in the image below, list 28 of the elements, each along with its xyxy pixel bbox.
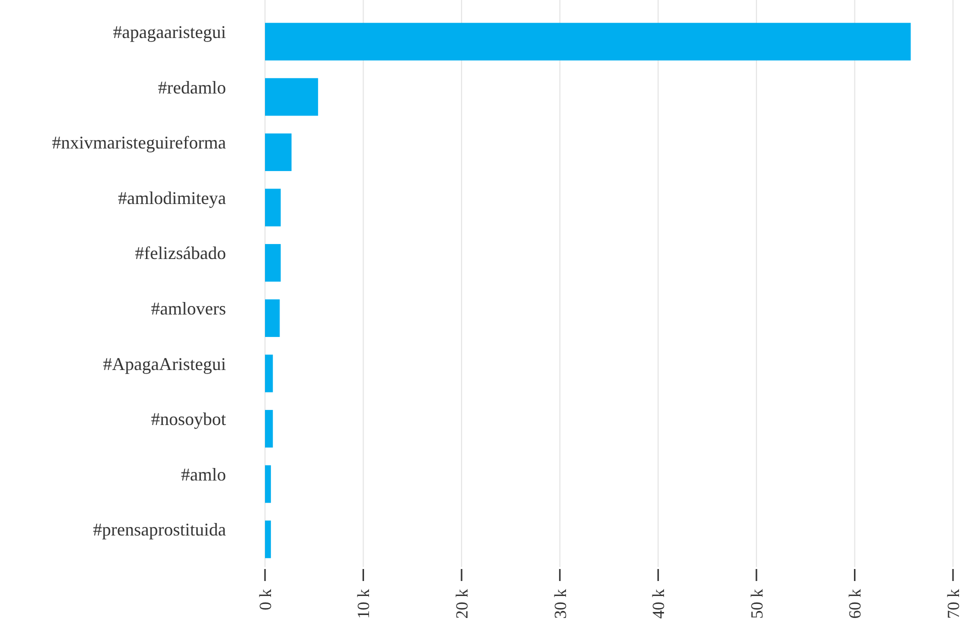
x-tick-label: 10 k bbox=[354, 588, 374, 619]
bar bbox=[265, 22, 911, 60]
bar bbox=[265, 465, 271, 503]
bar bbox=[265, 78, 318, 116]
x-tick-label: 50 k bbox=[747, 588, 766, 619]
y-tick-label: #amlo bbox=[181, 464, 226, 484]
x-tick-label: 0 k bbox=[256, 588, 275, 610]
y-tick-label: #prensaprostituida bbox=[93, 520, 226, 540]
bar bbox=[265, 133, 292, 172]
x-tick-label: 20 k bbox=[452, 588, 472, 619]
bar bbox=[265, 188, 281, 226]
y-tick-label: #nxivmaristeguireforma bbox=[52, 132, 226, 153]
bar bbox=[265, 520, 271, 558]
y-tick-label: #nosoybot bbox=[150, 409, 226, 430]
y-tick-label: #ApagaAristegui bbox=[103, 354, 226, 374]
y-tick-label: #amlodimiteya bbox=[118, 188, 226, 208]
y-tick-label: #felizsábado bbox=[135, 243, 226, 264]
bar bbox=[265, 244, 281, 282]
x-tick-label: 30 k bbox=[550, 588, 570, 619]
x-tick-label: 40 k bbox=[649, 588, 668, 619]
bar bbox=[265, 410, 273, 448]
y-tick-label: #redamlo bbox=[158, 77, 226, 98]
x-tick-label: 60 k bbox=[846, 588, 865, 619]
x-tick-label: 70 k bbox=[944, 588, 963, 619]
bar bbox=[265, 299, 280, 337]
bar bbox=[265, 354, 273, 392]
y-tick-label: #amlovers bbox=[151, 298, 226, 318]
y-tick-label: #apagaaristegui bbox=[113, 22, 226, 42]
